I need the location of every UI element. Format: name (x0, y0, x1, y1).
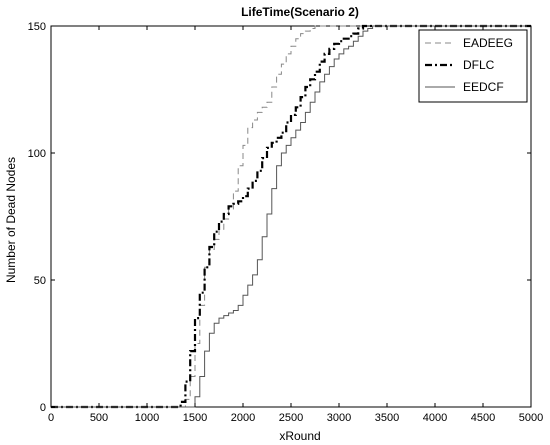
x-tick-label: 4000 (423, 412, 447, 424)
x-tick-label: 1000 (135, 412, 159, 424)
y-axis-label: Number of Dead Nodes (4, 157, 18, 283)
x-tick-label: 3500 (375, 412, 399, 424)
y-tick-label: 50 (34, 275, 46, 287)
series-line-eedcf (51, 25, 531, 408)
legend: EADEEG DFLC EEDCF (418, 29, 528, 103)
x-tick-label: 500 (90, 412, 108, 424)
x-tick-label: 2000 (231, 412, 255, 424)
x-tick-label: 2500 (279, 412, 303, 424)
x-axis-label: xRound (279, 429, 320, 443)
x-tick-label: 4500 (471, 412, 495, 424)
x-tick-label: 5000 (519, 412, 543, 424)
legend-label: DFLC (463, 58, 495, 72)
chart-title: LifeTime(Scenario 2) (241, 5, 359, 19)
ticks-layer: 0 500 1000 1500 2000 2500 3000 3500 4000 4500 5000… (28, 21, 544, 424)
x-tick-label: 3000 (327, 412, 351, 424)
x-tick-label: 1500 (183, 412, 207, 424)
y-tick-label: 100 (28, 148, 46, 160)
x-tick-label: 0 (48, 412, 54, 424)
series-layer (51, 24, 531, 409)
y-tick-label: 0 (40, 402, 46, 414)
legend-label: EEDCF (463, 80, 504, 94)
series-line-eadeeg (51, 25, 531, 408)
y-tick-label: 150 (28, 21, 46, 33)
legend-label: EADEEG (463, 36, 513, 50)
